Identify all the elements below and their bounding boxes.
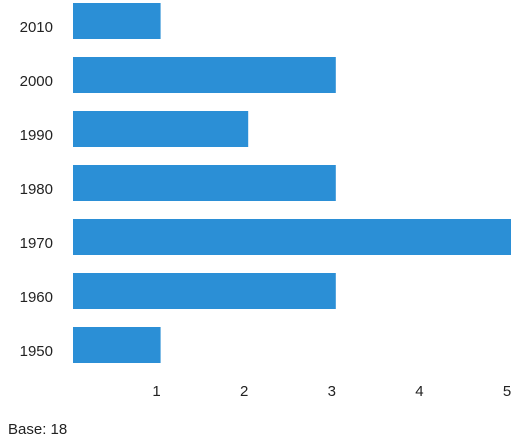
x-tick-label: 1	[152, 383, 160, 400]
y-tick-label: 1960	[20, 289, 53, 306]
x-tick-label: 4	[415, 383, 423, 400]
y-tick-label: 1970	[20, 235, 53, 252]
x-tick-label: 3	[328, 383, 336, 400]
x-tick-label: 5	[503, 383, 511, 400]
bar	[73, 219, 511, 255]
bar	[73, 327, 161, 363]
annotation: Base: 18	[8, 421, 67, 438]
bar	[73, 165, 336, 201]
y-tick-label: 1980	[20, 181, 53, 198]
bar	[73, 3, 161, 39]
bar	[73, 111, 249, 147]
y-tick-label: 1950	[20, 343, 53, 360]
y-tick-label: 1990	[20, 127, 53, 144]
bar	[73, 273, 336, 309]
bar	[73, 57, 336, 93]
y-tick-label: 2010	[20, 19, 53, 36]
y-tick-label: 2000	[20, 73, 53, 90]
x-tick-label: 2	[240, 383, 248, 400]
